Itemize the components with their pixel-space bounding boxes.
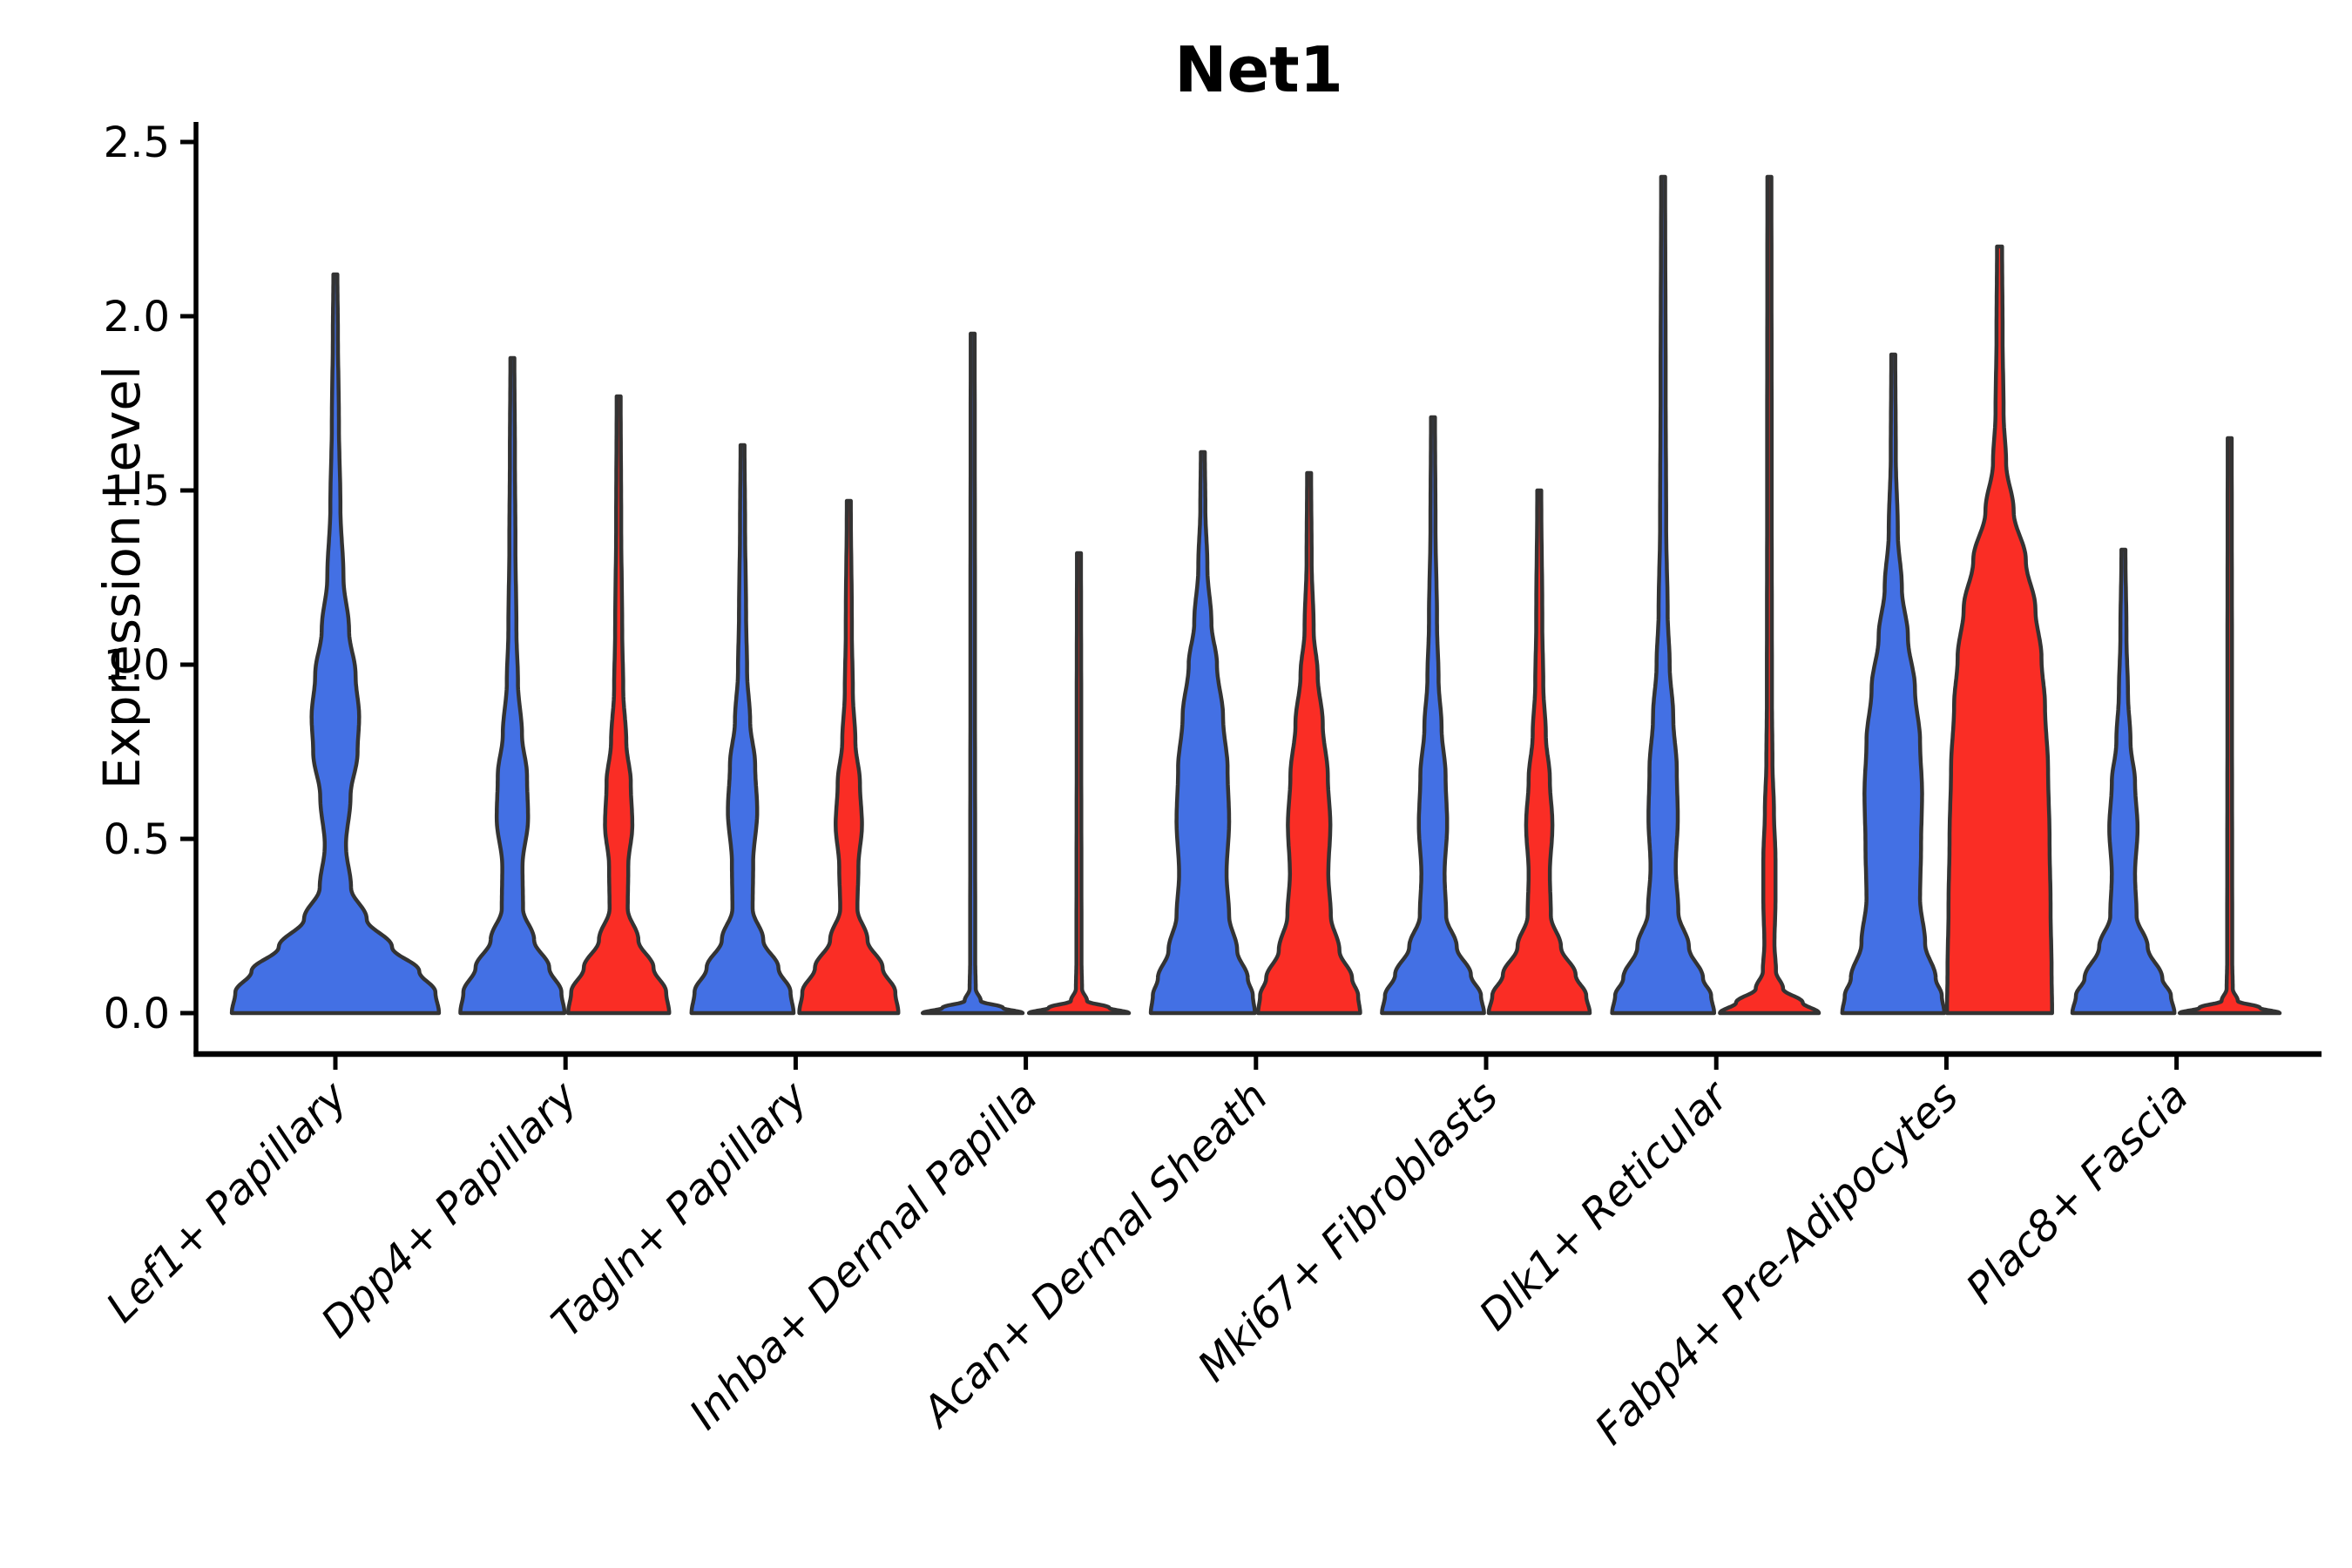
violin-dlk1-blue — [1610, 174, 1717, 1016]
violin-dpp4-blue — [458, 355, 567, 1016]
violin-mki67-blue — [1380, 415, 1486, 1016]
violin-fabp4-blue — [1840, 352, 1947, 1016]
y-tick-label: 2.0 — [104, 293, 170, 341]
y-tick-label: 2.5 — [104, 118, 170, 167]
x-tick-label-tagln: Tagln+ Papillary — [543, 1071, 818, 1347]
violin-inhba-red — [1026, 551, 1132, 1016]
chart-title: Net1 — [1174, 33, 1343, 106]
x-tick-label-fabp4: Fabp4+ Pre-Adipocytes — [1585, 1072, 1968, 1455]
y-tick-label: 1.5 — [104, 467, 170, 516]
violin-acan-blue — [1148, 449, 1257, 1016]
y-tick-label: 0.5 — [104, 815, 170, 864]
violins-layer — [229, 174, 2282, 1016]
violin-inhba-blue — [920, 331, 1025, 1016]
violin-plac8-red — [2177, 436, 2282, 1016]
violin-plac8-blue — [2070, 547, 2177, 1016]
violin-fabp4-red — [1944, 244, 2054, 1016]
violin-acan-red — [1255, 470, 1362, 1016]
violin-tagln-red — [797, 498, 901, 1016]
x-tick-label-lef1: Lef1+ Papillary — [97, 1071, 357, 1332]
y-tick-labels: 0.0 0.5 1.0 1.5 2.0 2.5 — [104, 118, 170, 1038]
violin-mki67-red — [1486, 488, 1592, 1016]
y-tick-label: 1.0 — [104, 641, 170, 690]
x-tick-label-dpp4: Dpp4+ Papillary — [312, 1071, 587, 1347]
violin-dpp4-red — [565, 394, 672, 1016]
violin-lef1-blue — [229, 272, 442, 1016]
x-tick-label-plac8: Plac8+ Fascia — [1957, 1072, 2198, 1314]
violin-dlk1-red — [1718, 174, 1821, 1016]
y-tick-label: 0.0 — [104, 990, 170, 1038]
violin-tagln-blue — [689, 443, 796, 1016]
axes-layer — [180, 122, 2322, 1070]
x-tick-label-dlk1: Dlk1+ Reticular — [1470, 1071, 1740, 1341]
y-axis-label: Expression Level — [92, 366, 152, 789]
